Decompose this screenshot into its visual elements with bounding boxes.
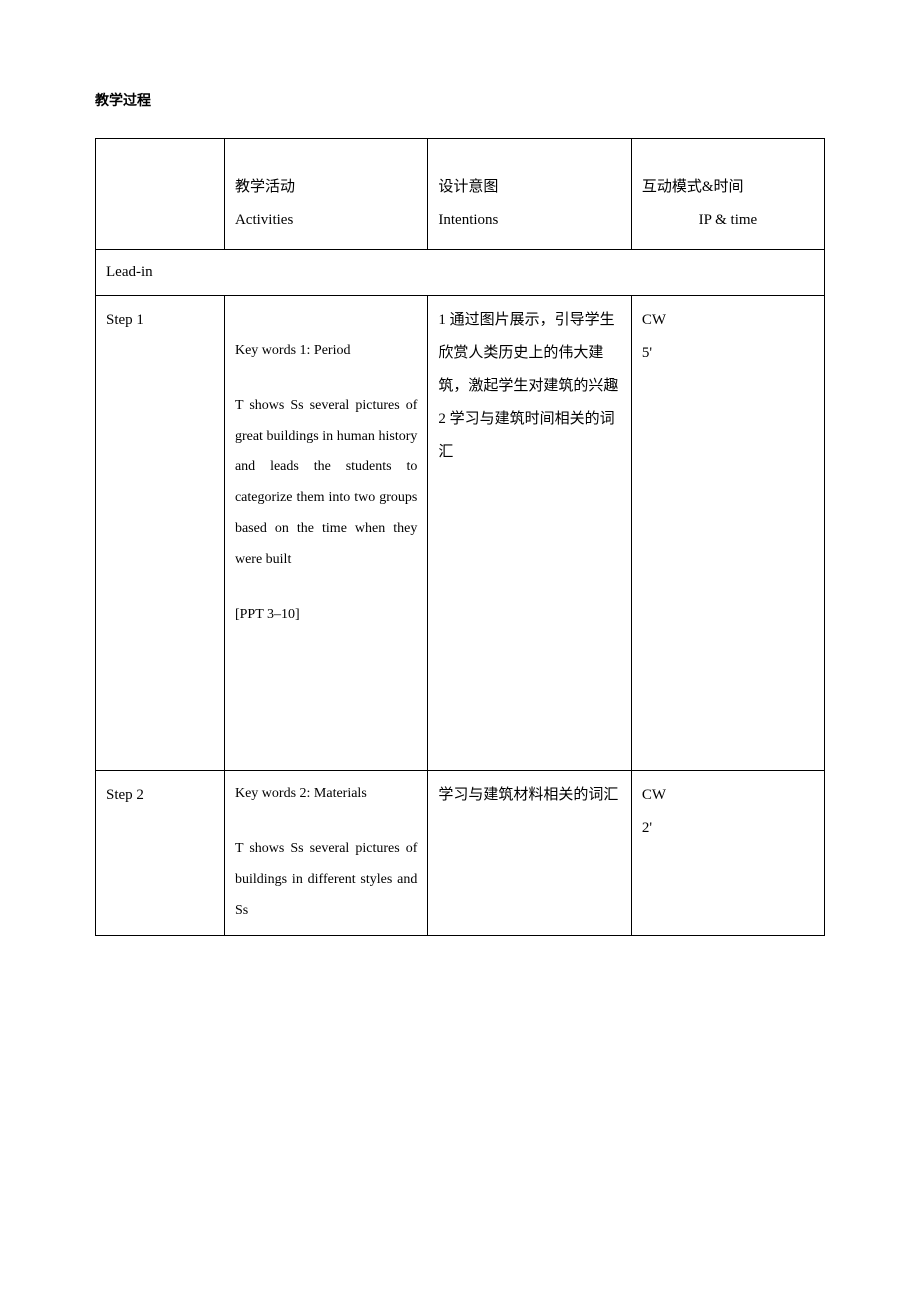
step2-label-cell: Step 2 — [96, 771, 225, 935]
header-intention-en: Intentions — [438, 204, 620, 237]
step1-activity-cell: Key words 1: Period T shows Ss several p… — [224, 296, 427, 771]
lead-in-cell: Lead-in — [96, 250, 825, 296]
header-ip-cn: 互动模式&时间 — [642, 171, 814, 204]
step2-activity-cell: Key words 2: Materials T shows Ss severa… — [224, 771, 427, 935]
header-activity-en: Activities — [235, 204, 417, 237]
header-intention-cell: 设计意图 Intentions — [428, 139, 631, 250]
header-ip-en: IP & time — [642, 204, 814, 237]
step1-row: Step 1 Key words 1: Period T shows Ss se… — [96, 296, 825, 771]
step1-label-cell: Step 1 — [96, 296, 225, 771]
section-title: 教学过程 — [95, 90, 825, 110]
step1-activity-body: T shows Ss several pictures of great bui… — [235, 391, 417, 576]
step2-ip-cell: CW 2' — [631, 771, 824, 935]
step2-ip-time: 2' — [642, 812, 814, 845]
step2-row: Step 2 Key words 2: Materials T shows Ss… — [96, 771, 825, 935]
table-header-row: 教学活动 Activities 设计意图 Intentions 互动模式&时间 … — [96, 139, 825, 250]
step1-ip-time: 5' — [642, 337, 814, 370]
lead-in-row: Lead-in — [96, 250, 825, 296]
step2-ip-mode: CW — [642, 779, 814, 812]
header-ip-cell: 互动模式&时间 IP & time — [631, 139, 824, 250]
step2-intention: 学习与建筑材料相关的词汇 — [438, 779, 620, 812]
header-intention-cn: 设计意图 — [438, 171, 620, 204]
step2-intention-cell: 学习与建筑材料相关的词汇 — [428, 771, 631, 935]
header-empty-cell — [96, 139, 225, 250]
lesson-plan-table: 教学活动 Activities 设计意图 Intentions 互动模式&时间 … — [95, 138, 825, 936]
step1-activity-ref: [PPT 3–10] — [235, 600, 417, 631]
step1-activity-title: Key words 1: Period — [235, 336, 417, 367]
step1-ip-cell: CW 5' — [631, 296, 824, 771]
step2-activity-title: Key words 2: Materials — [235, 779, 417, 810]
step1-intention-1: 1 通过图片展示，引导学生欣赏人类历史上的伟大建筑，激起学生对建筑的兴趣 — [438, 304, 620, 403]
step1-intention-2: 2 学习与建筑时间相关的词汇 — [438, 403, 620, 469]
step1-ip-mode: CW — [642, 304, 814, 337]
step1-intention-cell: 1 通过图片展示，引导学生欣赏人类历史上的伟大建筑，激起学生对建筑的兴趣 2 学… — [428, 296, 631, 771]
header-activity-cn: 教学活动 — [235, 171, 417, 204]
step2-activity-body: T shows Ss several pictures of buildings… — [235, 834, 417, 926]
header-activity-cell: 教学活动 Activities — [224, 139, 427, 250]
